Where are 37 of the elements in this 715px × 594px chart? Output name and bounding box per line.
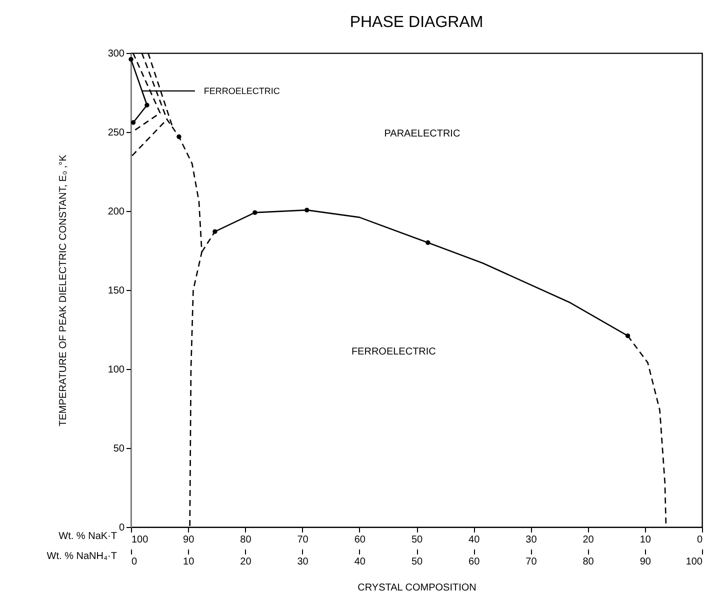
y-axis-title: TEMPERATURE OF PEAK DIELECTRIC CONSTANT, E₀ ,°K (58, 154, 69, 426)
y-tick-label: 50 (113, 444, 125, 454)
annotation: FERROELECTRIC (204, 86, 280, 96)
text: Wt. % NaNH₄·T (46, 551, 117, 562)
x2-tick-label: 100 (132, 534, 149, 546)
x-tick-label: 0 (132, 556, 138, 568)
x2-tick-label: 40 (468, 534, 480, 546)
x-tick-label: 30 (297, 556, 309, 568)
x-tick-label: 10 (183, 556, 195, 568)
x-tick-label: 20 (240, 556, 252, 568)
y-tick-label: 300 (108, 48, 125, 60)
x2-tick-label: 60 (354, 534, 366, 546)
y-tick-label: 200 (108, 206, 125, 218)
chart-title: PHASE DIAGRAM (350, 14, 484, 31)
x2-axis-title: Wt. % NaK·T (58, 531, 117, 542)
x2-tick-label: 90 (183, 534, 195, 546)
x-tick-label: 60 (468, 556, 480, 568)
x-tick-label: 80 (582, 556, 594, 568)
x-tick-label: 90 (640, 556, 652, 568)
x2-tick-label: 30 (526, 534, 538, 546)
x-tick-label: 70 (526, 556, 538, 568)
x2-tick-label: 20 (582, 534, 594, 546)
x2-tick-label: 50 (411, 534, 423, 546)
x2-tick-label: 10 (640, 534, 652, 546)
annotation: PARAELECTRIC (384, 128, 460, 140)
x-tick-label: 100 (686, 556, 703, 568)
x-tick-label: 40 (354, 556, 366, 568)
annotation: FERROELECTRIC (351, 346, 436, 358)
y-tick-label: 100 (108, 364, 125, 376)
x2-tick-label: 70 (297, 534, 309, 546)
x2-tick-label: 0 (696, 534, 703, 546)
x-tick-label: 50 (411, 556, 423, 568)
y-tick-label: 150 (108, 286, 125, 296)
y-tick-label: 250 (108, 128, 125, 138)
y-tick-label: 0 (118, 522, 125, 534)
x2-tick-label: 80 (240, 534, 252, 546)
x-axis-title: CRYSTAL COMPOSITION (358, 582, 476, 594)
